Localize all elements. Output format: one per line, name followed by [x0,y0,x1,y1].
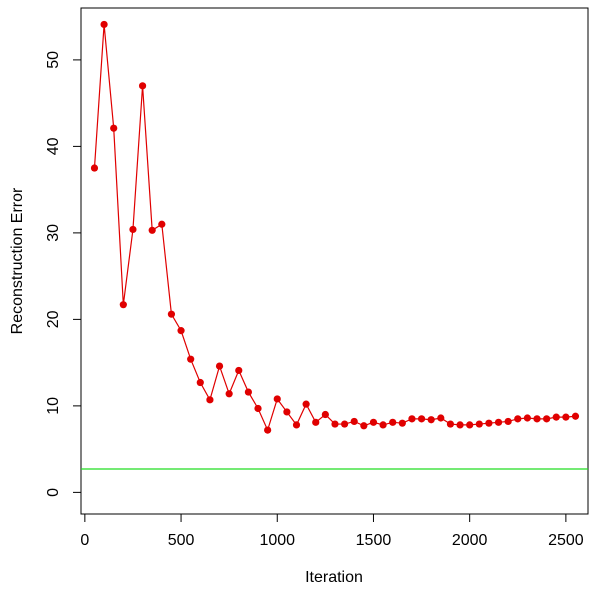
data-point [273,395,281,403]
data-point [148,226,156,234]
x-tick-label: 1000 [259,532,295,549]
plot-frame [80,7,589,515]
data-point [571,412,580,420]
data-point [369,418,378,426]
data-point [302,400,310,408]
data-point [389,418,397,426]
data-point [321,410,329,419]
data-point [360,422,368,430]
y-tick-label: 30 [45,224,62,242]
x-tick-label: 2000 [452,532,488,549]
y-tick-label: 40 [45,137,62,155]
data-point [312,418,320,426]
x-tick-label: 1500 [356,532,392,549]
data-point [514,415,522,423]
data-point [225,390,233,398]
x-tick-label: 0 [80,532,89,549]
y-tick-label: 50 [45,51,62,69]
data-point [90,164,99,172]
data-point [504,417,512,426]
data-point [417,415,426,423]
y-tick-label: 20 [45,310,62,328]
data-point [100,20,108,29]
y-tick-label: 0 [45,488,62,497]
data-point [177,327,185,335]
x-tick-label: 2500 [548,532,584,549]
data-point [485,419,493,427]
data-point [119,301,127,309]
data-point [138,82,147,90]
data-point [206,396,214,404]
y-axis: 0 10 20 30 40 50 [45,51,81,497]
series-layer [90,20,580,434]
data-point [533,415,541,423]
data-point [552,413,560,421]
data-point [292,421,301,429]
data-point [187,355,195,363]
data-point [129,225,137,234]
data-point [543,415,551,423]
data-point [408,415,416,423]
data-point [254,404,262,413]
data-point [283,408,291,416]
data-point [264,426,272,434]
x-tick-label: 500 [168,532,195,549]
data-point [215,362,224,370]
data-point [456,421,464,429]
data-point [379,421,387,429]
data-point [523,414,531,422]
data-point [446,420,455,428]
data-point [427,416,435,424]
data-point [466,421,474,429]
data-point [235,366,243,375]
data-point [158,220,166,228]
y-axis-label: Reconstruction Error [9,187,26,334]
data-point [350,417,358,426]
data-point [341,420,349,428]
data-point [244,388,252,396]
data-point [437,414,445,422]
series-line [93,24,576,432]
x-axis: 0 500 1000 1500 2000 2500 [80,514,584,549]
data-point [196,378,204,387]
x-axis-label: Iteration [305,569,363,586]
data-point [398,419,406,427]
y-tick-label: 10 [45,397,62,415]
data-point [331,420,339,428]
data-point [167,310,176,318]
data-point [110,124,118,132]
data-point [494,418,503,426]
data-point [562,413,570,421]
data-point [475,420,483,428]
